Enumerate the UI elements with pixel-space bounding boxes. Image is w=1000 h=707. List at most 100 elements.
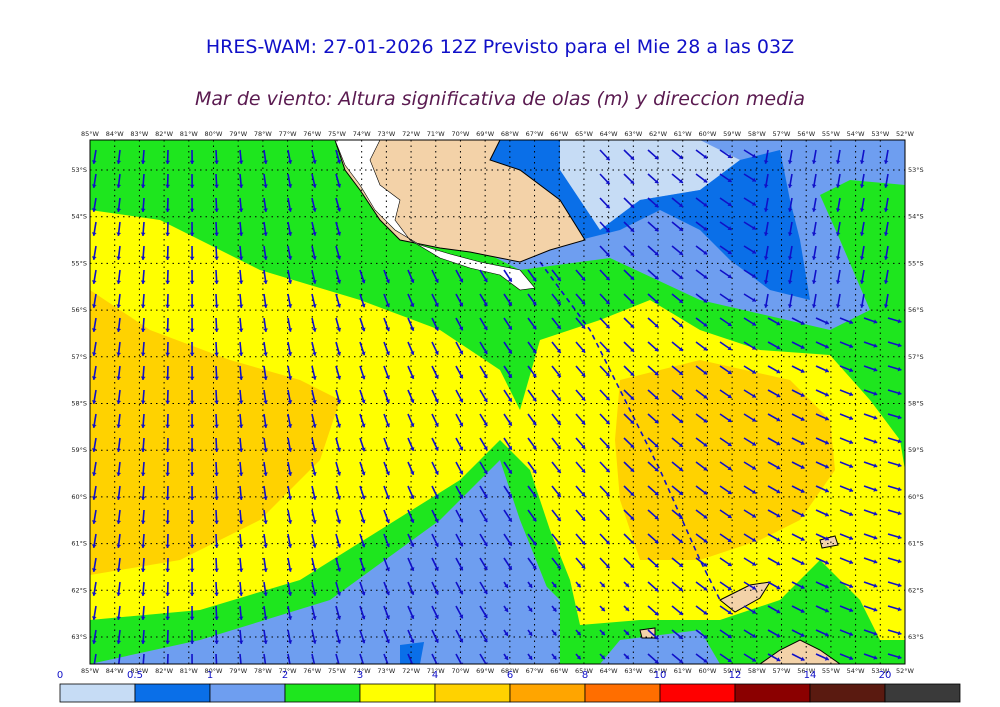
- wave-arrowhead: [678, 442, 683, 447]
- wave-arrowhead: [897, 582, 902, 588]
- wave-arrowhead: [703, 370, 708, 375]
- wave-arrow: [287, 653, 291, 664]
- wave-arrow: [479, 653, 487, 664]
- colorbar-tick-label: 4: [432, 670, 438, 681]
- wave-arrowhead: [91, 376, 97, 380]
- wave-arrowhead: [556, 277, 561, 282]
- wave-arrowhead: [385, 279, 390, 284]
- colorbar-swatch: [584, 683, 661, 703]
- wave-arrowhead: [336, 255, 342, 260]
- wave-arrowhead: [410, 614, 415, 619]
- wave-arrowhead: [361, 615, 366, 620]
- wave-arrowhead: [835, 160, 841, 164]
- wave-arrowhead: [800, 440, 805, 445]
- colorbar-tick-label: 10: [654, 670, 667, 681]
- wave-arrowhead: [654, 155, 659, 160]
- colorbar-swatch: [59, 683, 136, 703]
- wave-arrowhead: [361, 303, 366, 308]
- wave-arrowhead: [835, 280, 841, 284]
- wave-arrowhead: [859, 232, 865, 236]
- wave-arrowhead: [703, 466, 708, 471]
- wave-arrowhead: [312, 255, 317, 260]
- wave-arrowhead: [483, 374, 488, 379]
- wave-arrowhead: [824, 560, 829, 565]
- wave-arrowhead: [630, 227, 635, 232]
- wave-arrowhead: [859, 184, 865, 188]
- wave-arrowhead: [581, 372, 586, 377]
- wave-arrowhead: [116, 304, 122, 308]
- wave-arrowhead: [434, 470, 439, 475]
- wave-arrowhead: [116, 592, 122, 596]
- wave-arrowhead: [849, 535, 854, 541]
- lon-label: 72°W: [402, 130, 421, 138]
- wave-region-lightblue: [560, 140, 740, 230]
- wave-arrowhead: [483, 638, 488, 643]
- wave-arrowhead: [434, 398, 439, 403]
- wave-arrowhead: [336, 351, 342, 356]
- lon-label: 52°W: [896, 667, 915, 675]
- lon-label: 58°W: [748, 130, 767, 138]
- wave-arrowhead: [849, 367, 854, 373]
- wave-arrowhead: [751, 153, 756, 158]
- lon-label: 54°W: [847, 667, 866, 675]
- wave-arrowhead: [751, 465, 756, 470]
- wave-arrowhead: [361, 351, 366, 356]
- wave-arrowhead: [897, 630, 902, 636]
- wave-arrowhead: [165, 304, 170, 308]
- wave-arrowhead: [630, 395, 635, 400]
- lon-label: 56°W: [797, 667, 816, 675]
- wave-arrowhead: [165, 352, 170, 356]
- wave-arrowhead: [238, 256, 244, 260]
- wave-arrowhead: [287, 640, 293, 644]
- wave-arrowhead: [287, 616, 293, 620]
- wave-arrowhead: [165, 256, 170, 260]
- wave-arrowhead: [849, 439, 854, 445]
- lon-label: 73°W: [377, 667, 396, 675]
- wave-arrowhead: [824, 488, 829, 493]
- wave-arrowhead: [751, 633, 756, 638]
- lon-label: 66°W: [550, 130, 569, 138]
- wave-arrowhead: [507, 397, 512, 402]
- wave-arrowhead: [800, 632, 805, 637]
- wave-arrowhead: [897, 486, 902, 492]
- wave-arrowhead: [654, 275, 659, 280]
- wave-arrowhead: [140, 424, 146, 428]
- wave-arrowhead: [483, 350, 488, 355]
- wave-arrowhead: [883, 160, 889, 164]
- wave-arrowhead: [116, 520, 122, 524]
- wave-arrowhead: [263, 376, 268, 380]
- colorbar-swatch: [809, 683, 886, 703]
- wave-arrowhead: [727, 562, 732, 567]
- wave-arrowhead: [165, 160, 170, 164]
- wave-arrowhead: [263, 280, 268, 284]
- lat-label: 63°S: [71, 633, 87, 641]
- wave-arrowhead: [336, 375, 342, 380]
- wave-arrowhead: [678, 538, 683, 543]
- wave-arrowhead: [703, 442, 708, 447]
- wave-arrowhead: [824, 320, 829, 325]
- colorbar-swatch: [209, 683, 286, 703]
- wave-arrowhead: [263, 448, 268, 452]
- wave-arrowhead: [776, 393, 781, 398]
- wave-arrowhead: [165, 376, 170, 380]
- lon-label: 62°W: [649, 667, 668, 675]
- wave-arrowhead: [630, 323, 635, 328]
- wave-arrowhead: [763, 304, 769, 308]
- wave-arrowhead: [556, 373, 561, 378]
- wave-arrowhead: [727, 202, 732, 207]
- wave-arrowhead: [459, 422, 464, 427]
- wave-arrowhead: [410, 278, 415, 283]
- wave-arrowhead: [238, 472, 244, 476]
- lon-label: 55°W: [822, 667, 841, 675]
- wave-arrowhead: [630, 371, 635, 376]
- wave-arrowhead: [630, 347, 635, 352]
- wave-arrowhead: [556, 301, 561, 306]
- wave-arrowhead: [91, 496, 97, 500]
- wave-arrowhead: [630, 539, 635, 544]
- wave-arrowhead: [91, 256, 97, 260]
- wave-arrowhead: [312, 375, 317, 380]
- wave-arrowhead: [763, 232, 769, 236]
- wave-arrowhead: [605, 396, 610, 401]
- wave-arrowhead: [434, 374, 439, 379]
- wave-arrowhead: [91, 184, 97, 188]
